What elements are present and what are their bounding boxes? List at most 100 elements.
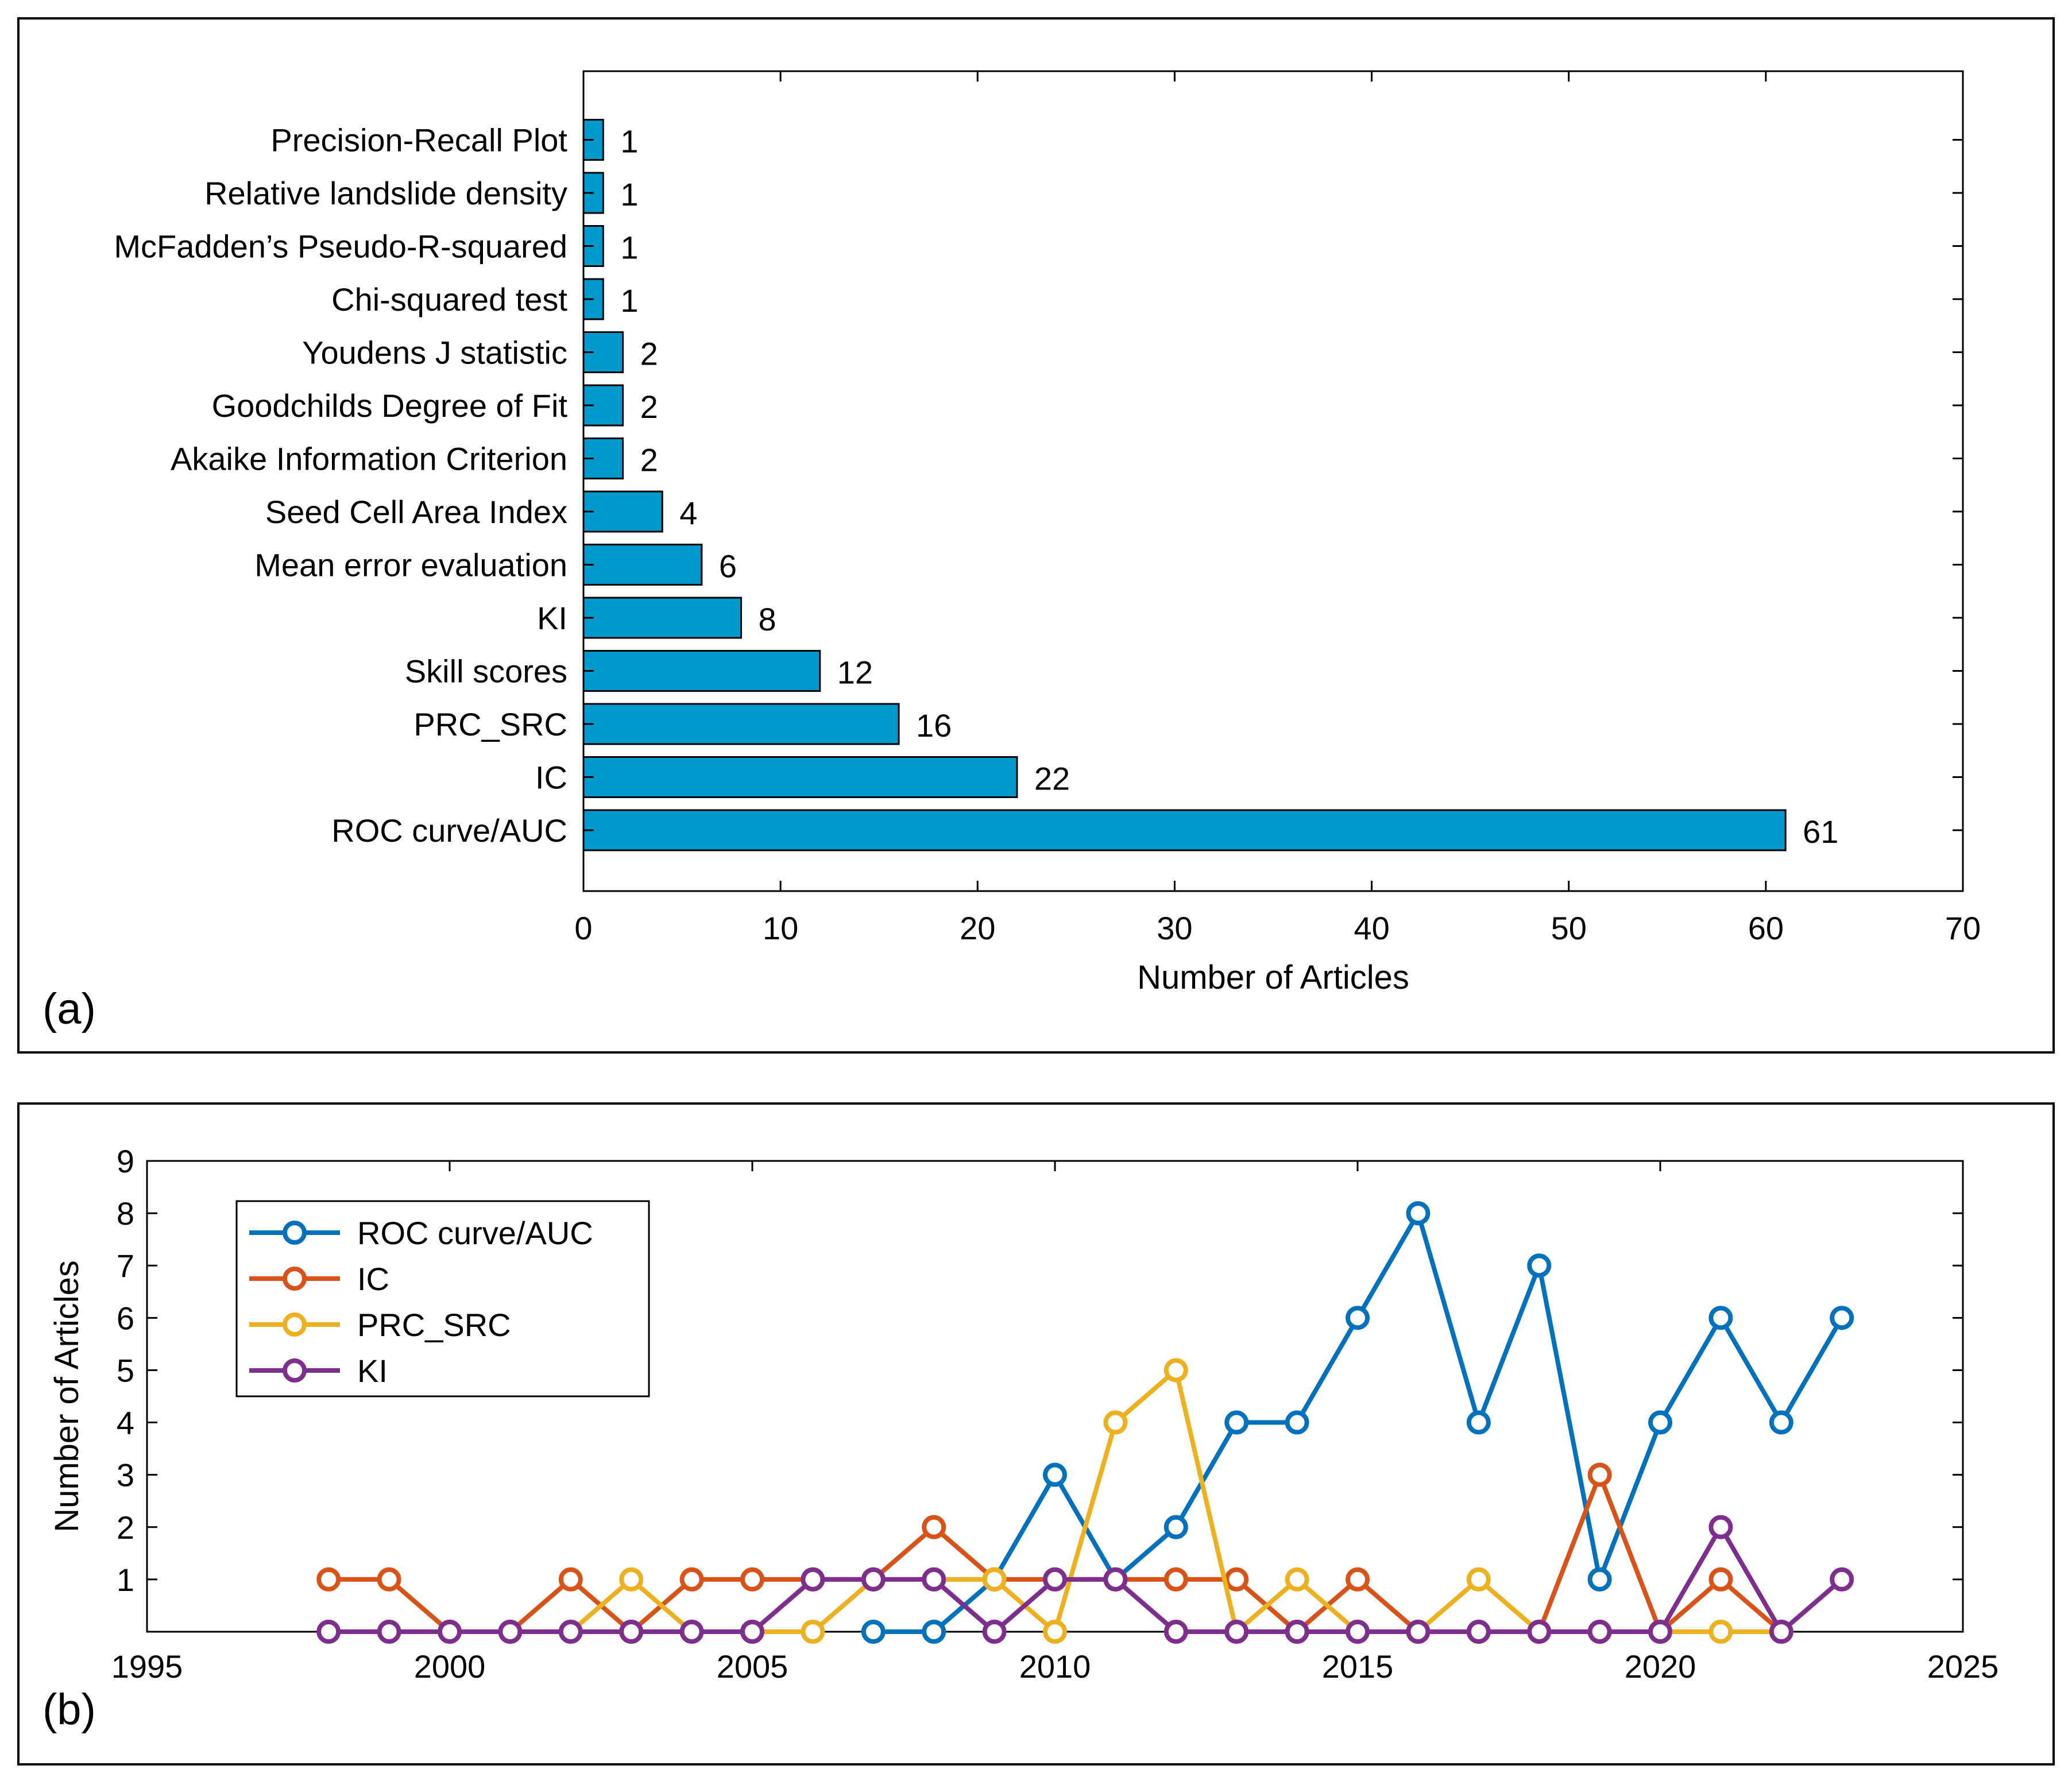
data-point bbox=[1163, 1620, 1188, 1644]
bar-value-label: 1 bbox=[620, 282, 638, 319]
bar-value-label: 61 bbox=[1803, 814, 1838, 850]
bar bbox=[582, 544, 703, 586]
y-tick-label: 6 bbox=[117, 1300, 134, 1336]
data-point bbox=[498, 1620, 523, 1644]
bar bbox=[582, 756, 1018, 798]
data-point bbox=[1466, 1410, 1491, 1435]
y-tick-label: Youdens J statistic bbox=[302, 335, 567, 371]
x-tick-label: 30 bbox=[1157, 910, 1192, 946]
data-point bbox=[377, 1620, 401, 1644]
line-chart: 1995 2000 2005 2010 2015 2020 2025 1 2 3 4 5 6 7 8 9 Num… bbox=[48, 1143, 1999, 1685]
bar bbox=[582, 809, 1787, 851]
x-tick-label: 2005 bbox=[717, 1648, 788, 1685]
data-point bbox=[1346, 1306, 1370, 1330]
data-point bbox=[1587, 1567, 1612, 1592]
y-tick-label: Relative landslide density bbox=[204, 175, 567, 211]
y-tick-label: Precision-Recall Plot bbox=[270, 122, 567, 158]
y-tick-label: 4 bbox=[117, 1405, 134, 1441]
bar-chart: 0 10 20 30 40 50 60 70 Number of Articles ROC cur… bbox=[114, 70, 1981, 996]
data-point bbox=[558, 1620, 583, 1644]
data-point bbox=[861, 1620, 886, 1644]
data-point bbox=[740, 1620, 764, 1644]
data-point bbox=[1406, 1620, 1431, 1644]
data-point bbox=[801, 1567, 825, 1592]
data-point bbox=[1163, 1358, 1188, 1383]
x-tick-label: 50 bbox=[1551, 910, 1587, 946]
bar bbox=[582, 703, 900, 745]
x-tick-label: 2025 bbox=[1927, 1648, 1999, 1685]
bar-value-label: 1 bbox=[620, 176, 638, 212]
data-point bbox=[922, 1515, 946, 1539]
panel-label-a: (a) bbox=[42, 985, 96, 1033]
panel-a: 0 10 20 30 40 50 60 70 Number of Articles ROC cur… bbox=[17, 17, 2055, 1054]
x-tick-label: 10 bbox=[763, 910, 798, 946]
y-tick-label: 1 bbox=[117, 1562, 134, 1598]
bar-value-label: 2 bbox=[640, 442, 658, 478]
legend-marker bbox=[283, 1221, 307, 1245]
data-point bbox=[982, 1567, 1007, 1592]
data-point bbox=[438, 1620, 462, 1644]
data-point bbox=[1466, 1567, 1491, 1592]
panel-b: 1995 2000 2005 2010 2015 2020 2025 1 2 3 4 5 6 7 8 9 Num… bbox=[17, 1102, 2055, 1765]
data-point bbox=[1830, 1306, 1854, 1330]
legend-marker bbox=[283, 1267, 307, 1291]
y-tick-label: IC bbox=[535, 760, 567, 796]
data-point bbox=[1769, 1410, 1793, 1435]
y-tick-label: Akaike Information Criterion bbox=[171, 441, 567, 477]
data-point bbox=[1648, 1410, 1672, 1435]
data-point bbox=[1224, 1567, 1249, 1592]
data-point bbox=[558, 1567, 583, 1592]
bar-value-label: 8 bbox=[759, 601, 776, 637]
data-point bbox=[1103, 1410, 1128, 1435]
data-point bbox=[1346, 1567, 1370, 1592]
data-point bbox=[1285, 1620, 1309, 1644]
x-tick-label: 60 bbox=[1748, 910, 1784, 946]
y-tick-label: Goodchilds Degree of Fit bbox=[212, 388, 568, 424]
data-point bbox=[861, 1567, 886, 1592]
y-tick-label: PRC_SRC bbox=[413, 706, 567, 742]
data-point bbox=[619, 1567, 644, 1592]
legend-marker bbox=[283, 1312, 307, 1337]
legend-label: ROC curve/AUC bbox=[357, 1215, 593, 1251]
y-axis-title: Number of Articles bbox=[48, 1260, 86, 1532]
x-tick-label: 2015 bbox=[1322, 1648, 1394, 1685]
data-point bbox=[1103, 1567, 1128, 1592]
x-tick-label: 70 bbox=[1945, 910, 1981, 946]
x-tick-label: 0 bbox=[574, 910, 592, 946]
data-point bbox=[1527, 1620, 1552, 1644]
y-tick-label: Mean error evaluation bbox=[254, 547, 567, 583]
legend-marker bbox=[283, 1358, 307, 1383]
bar bbox=[582, 597, 743, 639]
data-point bbox=[922, 1620, 946, 1644]
y-tick-label: McFadden’s Pseudo-R-squared bbox=[114, 229, 567, 265]
y-tick-label: Seed Cell Area Index bbox=[265, 494, 567, 530]
data-point bbox=[1527, 1253, 1552, 1278]
data-point bbox=[1285, 1567, 1309, 1592]
data-point bbox=[1406, 1201, 1431, 1226]
data-point bbox=[922, 1567, 946, 1592]
y-tick-label: 5 bbox=[117, 1352, 134, 1388]
y-tick-label: 2 bbox=[117, 1509, 134, 1546]
data-point bbox=[679, 1567, 704, 1592]
bar-value-label: 1 bbox=[620, 123, 638, 160]
bar bbox=[582, 490, 663, 533]
x-axis-title: Number of Articles bbox=[1137, 959, 1409, 996]
y-tick-label: 9 bbox=[117, 1143, 134, 1179]
x-tick-label: 1995 bbox=[111, 1648, 183, 1685]
bar-value-label: 2 bbox=[640, 336, 658, 372]
bar-value-label: 1 bbox=[620, 230, 638, 266]
bar-value-label: 6 bbox=[719, 548, 737, 584]
legend-label: IC bbox=[357, 1261, 389, 1297]
data-point bbox=[1830, 1567, 1854, 1592]
bar-value-label: 2 bbox=[640, 389, 658, 425]
data-point bbox=[377, 1567, 401, 1592]
data-point bbox=[1708, 1567, 1733, 1592]
data-point bbox=[1043, 1567, 1067, 1592]
y-tick-label: 8 bbox=[117, 1195, 134, 1232]
data-point bbox=[1346, 1620, 1370, 1644]
data-point bbox=[1648, 1620, 1672, 1644]
x-tick-label: 2000 bbox=[414, 1648, 486, 1685]
x-tick-label: 2020 bbox=[1625, 1648, 1696, 1685]
data-point bbox=[316, 1620, 341, 1644]
y-tick-label: KI bbox=[537, 600, 567, 636]
